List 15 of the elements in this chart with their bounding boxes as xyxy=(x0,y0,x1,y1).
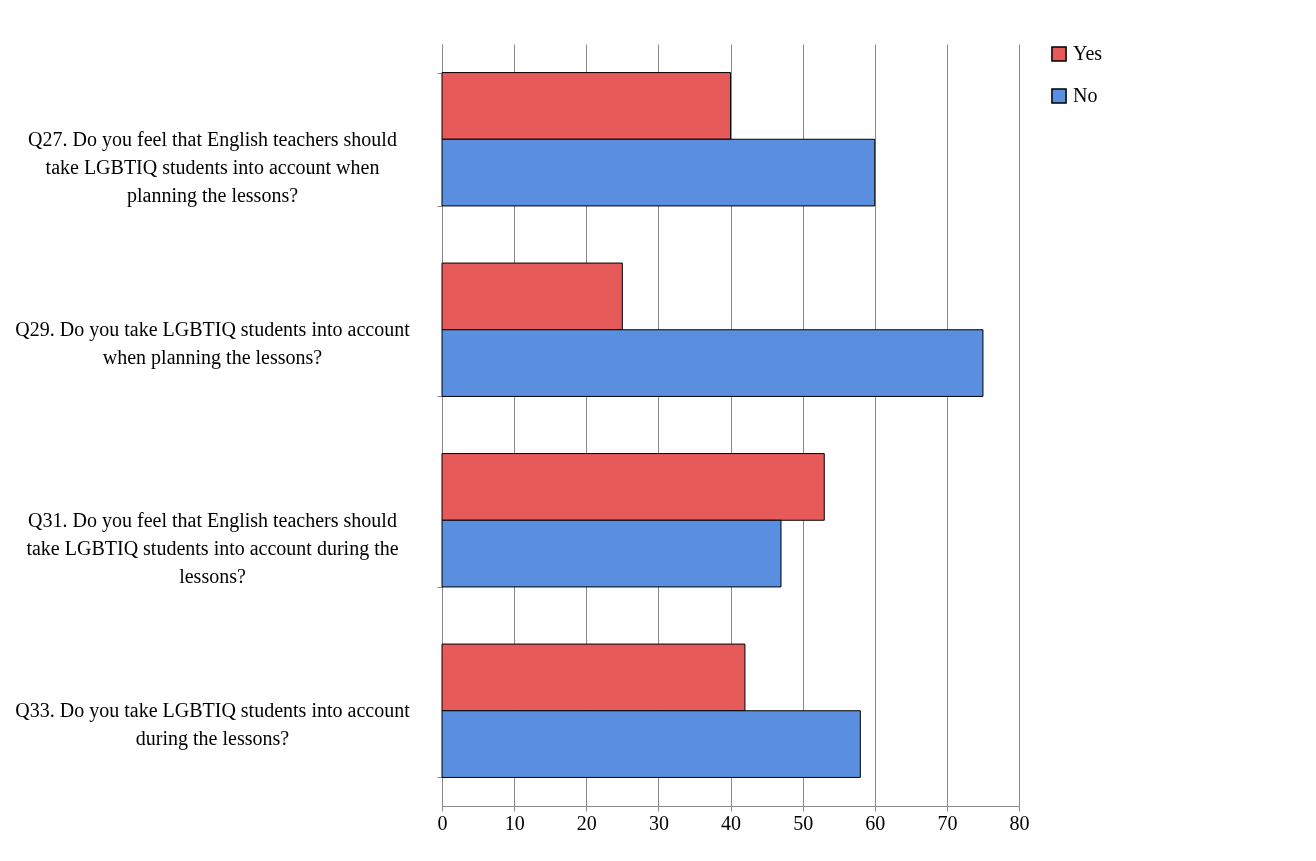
x-tick-label: 70 xyxy=(937,811,958,834)
y-tick-label: Q31. Do you feel that English teachers should take LGBTIQ students into account during the lessons? xyxy=(26,508,399,587)
x-tick-label: 0 xyxy=(437,811,448,834)
x-tick-label: 10 xyxy=(504,811,525,834)
y-tick-label: Q27. Do you feel that English teachers should take LGBTIQ students into account when planning the lessons? xyxy=(28,127,397,207)
y-tick-label: Q33. Do you take LGBTIQ students into account during the lessons? xyxy=(15,699,411,751)
y-tick-label: Q29. Do you take LGBTIQ students into account when planning the lessons? xyxy=(15,318,411,370)
x-tick-label: 20 xyxy=(576,811,597,834)
x-tick-label: 40 xyxy=(721,811,741,834)
legend-label: No xyxy=(1073,84,1098,106)
x-tick-label: 60 xyxy=(865,811,886,834)
x-tick-label: 30 xyxy=(648,811,669,834)
legend-label: Yes xyxy=(1073,42,1103,64)
x-tick-label: 80 xyxy=(1009,811,1030,834)
x-tick-label: 50 xyxy=(793,811,814,834)
